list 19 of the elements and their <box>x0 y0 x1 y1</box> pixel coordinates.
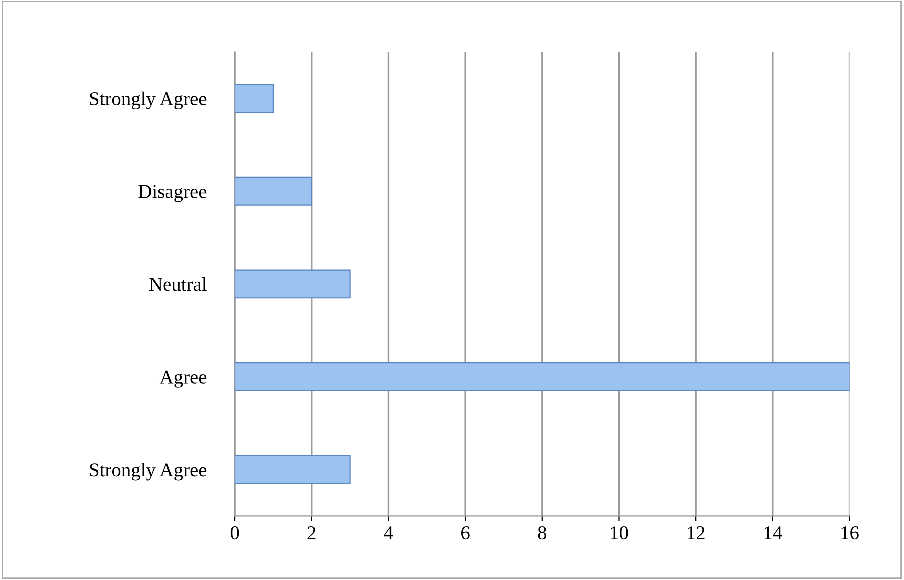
bar <box>235 270 351 299</box>
y-tick-label: Agree <box>160 370 207 388</box>
y-tick-label: Neutral <box>150 277 207 292</box>
bar <box>235 84 274 114</box>
x-tick-label: 14 <box>764 526 782 540</box>
x-tick-label: 6 <box>462 526 470 540</box>
x-tick-label: 4 <box>384 526 394 540</box>
y-tick-label: Strongly Agree <box>90 463 207 481</box>
bar <box>235 176 312 206</box>
x-tick-label: 10 <box>611 526 628 540</box>
x-tick-label: 0 <box>230 526 240 540</box>
bar <box>235 362 850 392</box>
bar <box>235 455 351 484</box>
x-tick-label: 12 <box>688 526 705 540</box>
y-tick-label: Strongly Agree <box>90 92 207 110</box>
x-tick-label: 8 <box>538 526 547 540</box>
x-tick-label: 2 <box>308 526 316 540</box>
y-tick-label: Disagree <box>138 185 207 202</box>
x-tick-label: 16 <box>842 526 859 540</box>
